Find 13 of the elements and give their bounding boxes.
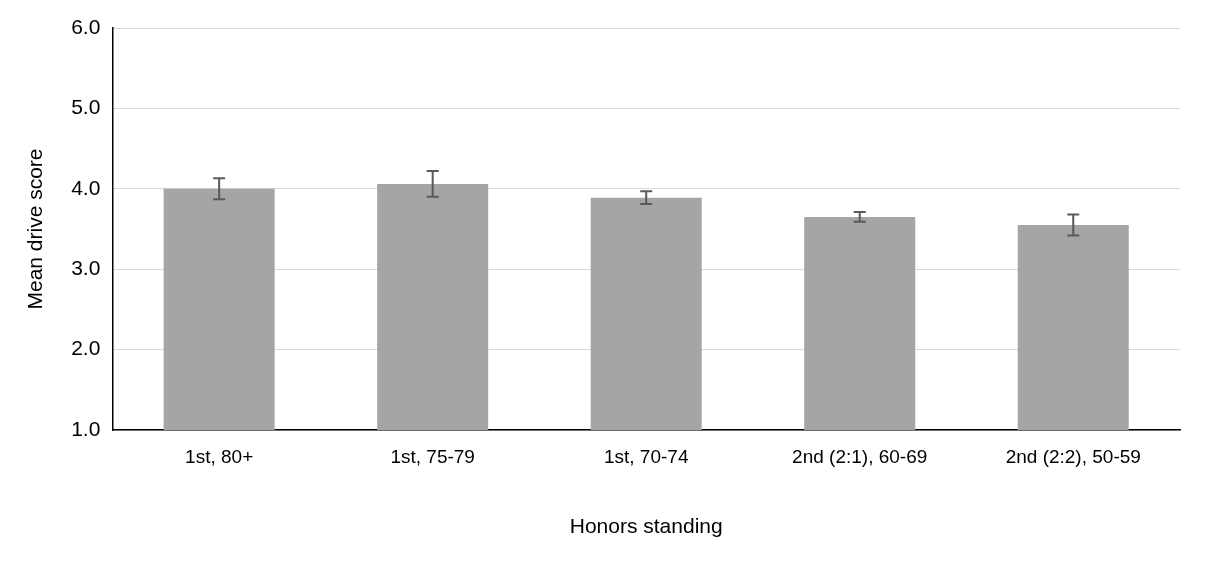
x-tick-label: 2nd (2:1), 60-69 — [792, 445, 928, 467]
y-tick-label: 1.0 — [71, 416, 101, 440]
y-tick-label: 5.0 — [71, 95, 101, 119]
x-tick-label: 1st, 70-74 — [603, 445, 689, 467]
y-axis-title: Mean drive score — [23, 148, 47, 310]
y-tick-label: 6.0 — [71, 14, 101, 38]
x-tick-label: 1st, 75-79 — [390, 445, 475, 467]
x-tick-label: 2nd (2:2), 50-59 — [1005, 445, 1141, 467]
y-tick-label: 3.0 — [71, 256, 101, 279]
y-tick-label: 2.0 — [71, 336, 101, 360]
x-axis-title: Honors standing — [569, 514, 723, 538]
x-tick-label: 1st, 80+ — [185, 445, 254, 467]
y-tick-label: 4.0 — [71, 175, 101, 199]
